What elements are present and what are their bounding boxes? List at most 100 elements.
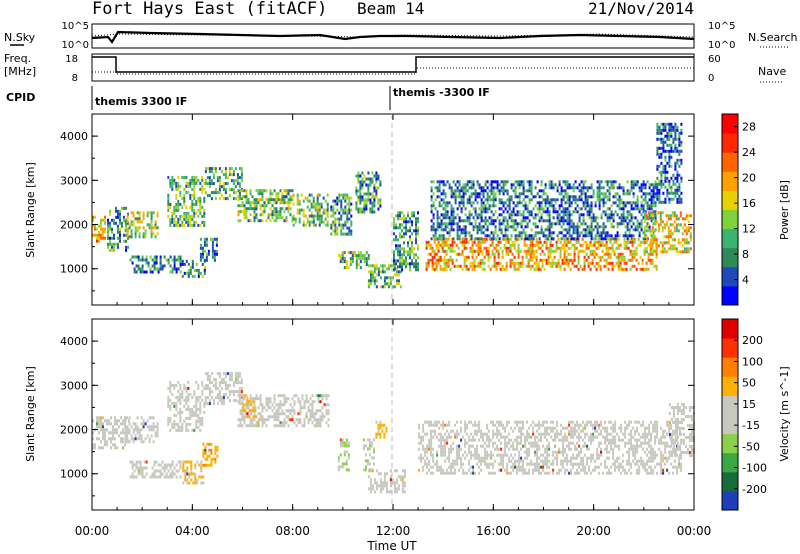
range-cell (254, 406, 257, 410)
range-cell (141, 466, 144, 470)
range-cell (379, 484, 382, 488)
range-cell (442, 201, 445, 205)
range-cell (325, 394, 328, 398)
range-cell (583, 258, 586, 262)
range-cell (445, 267, 448, 271)
range-cell (389, 490, 392, 494)
range-cell (273, 400, 276, 404)
range-cell (565, 240, 568, 244)
range-cell (536, 192, 539, 196)
range-cell (199, 404, 202, 408)
range-cell (474, 189, 477, 193)
range-cell (292, 217, 295, 221)
range-cell (572, 198, 575, 202)
range-cell (450, 192, 453, 196)
range-cell (126, 235, 129, 239)
range-cell (171, 401, 174, 405)
y-tick-label: 2000 (60, 219, 88, 232)
range-cell (511, 252, 514, 256)
range-cell (201, 220, 204, 224)
range-cell (444, 441, 447, 445)
range-cell (456, 189, 459, 193)
range-cell (430, 441, 433, 445)
range-cell (157, 270, 160, 274)
range-cell (649, 261, 652, 265)
range-cell (628, 219, 631, 223)
range-cell (540, 219, 543, 223)
range-cell (604, 234, 607, 238)
range-cell (142, 217, 145, 221)
range-cell (289, 189, 292, 193)
range-cell (544, 192, 547, 196)
range-cell (199, 428, 202, 432)
range-cell (249, 213, 252, 217)
range-cell (337, 459, 340, 463)
range-cell (604, 231, 607, 235)
range-cell (482, 204, 485, 208)
range-cell (501, 252, 504, 256)
range-cell (631, 243, 634, 247)
range-cell (216, 176, 219, 180)
range-cell (668, 143, 671, 147)
range-cell (463, 258, 466, 262)
range-cell (224, 387, 227, 391)
range-cell (218, 393, 221, 397)
range-cell (470, 213, 473, 217)
range-cell (322, 196, 325, 200)
range-cell (195, 410, 198, 414)
range-cell (520, 219, 523, 223)
range-cell (464, 225, 467, 229)
range-cell (620, 219, 623, 223)
range-cell (203, 265, 206, 269)
range-cell (626, 210, 629, 214)
range-cell (654, 213, 657, 217)
range-cell (462, 219, 465, 223)
range-cell (609, 246, 612, 250)
range-cell (348, 205, 351, 209)
range-cell (595, 246, 598, 250)
range-cell (460, 438, 463, 442)
range-cell (595, 261, 598, 265)
range-cell (205, 240, 208, 244)
range-cell (154, 235, 157, 239)
range-cell (185, 395, 188, 399)
range-cell (371, 264, 374, 268)
range-cell (586, 195, 589, 199)
range-cell (446, 438, 449, 442)
range-cell (359, 210, 362, 214)
range-cell (283, 201, 286, 205)
range-cell (141, 267, 144, 271)
range-cell (442, 180, 445, 184)
range-cell (510, 234, 513, 238)
range-cell (100, 422, 102, 426)
range-cell (612, 216, 615, 220)
range-cell (320, 217, 323, 221)
range-cell (466, 216, 469, 220)
range-cell (676, 200, 679, 204)
range-cell (245, 207, 248, 211)
range-cell (556, 198, 559, 202)
range-cell (415, 268, 417, 272)
range-cell (154, 425, 157, 429)
range-cell (243, 210, 246, 214)
range-cell (341, 251, 344, 255)
range-cell (475, 255, 478, 259)
range-cell (373, 204, 376, 208)
range-cell (397, 253, 399, 257)
range-cell (438, 426, 441, 430)
range-cell (177, 175, 180, 179)
range-cell (674, 125, 677, 129)
range-cell (375, 484, 378, 488)
range-cell (678, 197, 681, 201)
range-cell (478, 207, 481, 211)
range-cell (148, 416, 151, 420)
range-cell (584, 198, 587, 202)
range-cell (512, 189, 515, 193)
range-cell (533, 255, 536, 259)
range-cell (399, 247, 401, 251)
range-cell (395, 282, 398, 286)
range-cell (616, 204, 619, 208)
range-cell (379, 285, 382, 289)
range-cell (111, 236, 113, 240)
range-cell (439, 243, 442, 247)
